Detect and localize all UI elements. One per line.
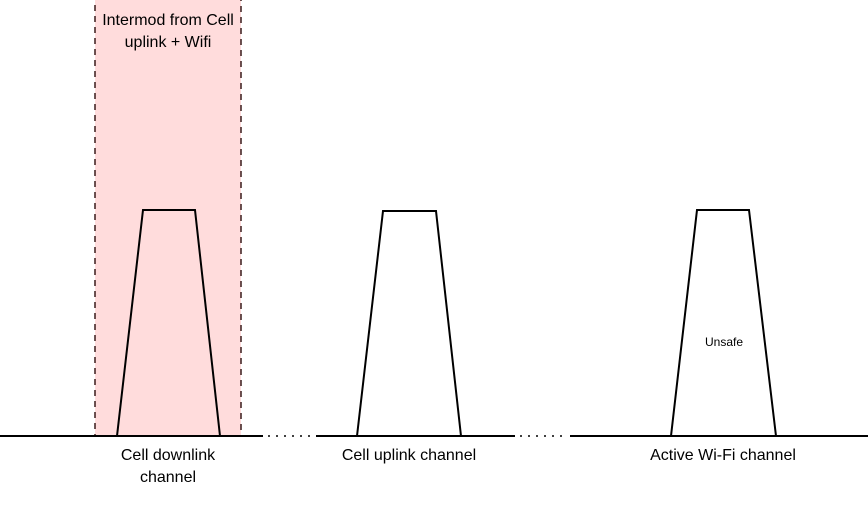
wifi-channel-status: Unsafe <box>704 335 744 349</box>
cell-downlink-label: Cell downlink channel <box>120 447 216 486</box>
wifi-channel-shape <box>669 209 778 437</box>
wifi-channel-label: Active Wi-Fi channel <box>650 447 796 464</box>
intermod-label: Intermod from Cell uplink + Wifi <box>102 12 234 51</box>
cell-uplink-channel-shape <box>355 210 463 437</box>
cell-downlink-channel-shape <box>115 209 222 437</box>
cell-uplink-label: Cell uplink channel <box>341 447 477 464</box>
intermod-region <box>94 0 242 437</box>
